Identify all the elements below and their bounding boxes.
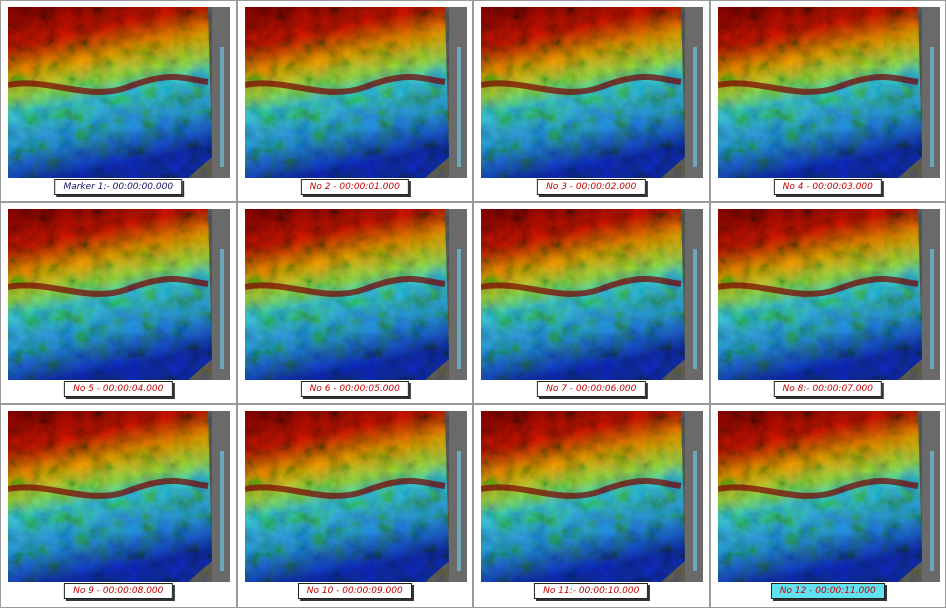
frame-caption: No 5 - 00:00:04.000 — [64, 381, 173, 397]
frame-caption: No 4 - 00:00:03.000 — [773, 179, 882, 195]
frame-cell[interactable]: No 3 - 00:00:02.000 — [473, 0, 710, 202]
frame-caption: No 12 - 00:00:11.000 — [770, 583, 885, 599]
frame-cell[interactable]: No 8:- 00:00:07.000 — [709, 202, 946, 404]
frame-cell[interactable]: No 6 - 00:00:05.000 — [236, 202, 473, 404]
frame-cell[interactable]: No 2 - 00:00:01.000 — [236, 0, 473, 202]
frame-caption: No 2 - 00:00:01.000 — [300, 179, 409, 195]
thermal-image — [717, 411, 940, 582]
frame-cell[interactable]: No 12 - 00:00:11.000 — [709, 404, 946, 608]
frame-caption: No 9 - 00:00:08.000 — [64, 583, 173, 599]
frame-caption: No 11:- 00:00:10.000 — [534, 583, 649, 599]
thermal-image — [8, 411, 230, 582]
frame-caption: No 6 - 00:00:05.000 — [300, 381, 409, 397]
thermal-image — [244, 411, 467, 582]
frame-caption: Marker 1:- 00:00:00.000 — [54, 179, 183, 195]
thermal-image — [717, 7, 940, 178]
frame-cell[interactable]: No 11:- 00:00:10.000 — [473, 404, 710, 608]
frame-cell[interactable]: Marker 1:- 00:00:00.000 — [0, 0, 237, 202]
frame-cell[interactable]: No 9 - 00:00:08.000 — [0, 404, 237, 608]
thermal-image — [8, 7, 230, 178]
thermal-image — [244, 7, 467, 178]
frame-caption: No 8:- 00:00:07.000 — [773, 381, 882, 397]
frame-cell[interactable]: No 4 - 00:00:03.000 — [709, 0, 946, 202]
thermal-image — [481, 209, 703, 380]
thermal-image — [481, 7, 703, 178]
frame-cell[interactable]: No 7 - 00:00:06.000 — [473, 202, 710, 404]
thermal-image — [481, 411, 703, 582]
frame-cell[interactable]: No 5 - 00:00:04.000 — [0, 202, 237, 404]
frame-cell[interactable]: No 10 - 00:00:09.000 — [236, 404, 473, 608]
thermal-image — [8, 209, 230, 380]
thermal-image — [717, 209, 940, 380]
frame-caption: No 7 - 00:00:06.000 — [537, 381, 646, 397]
frame-caption: No 3 - 00:00:02.000 — [537, 179, 646, 195]
frame-caption: No 10 - 00:00:09.000 — [297, 583, 412, 599]
thermal-image — [244, 209, 467, 380]
